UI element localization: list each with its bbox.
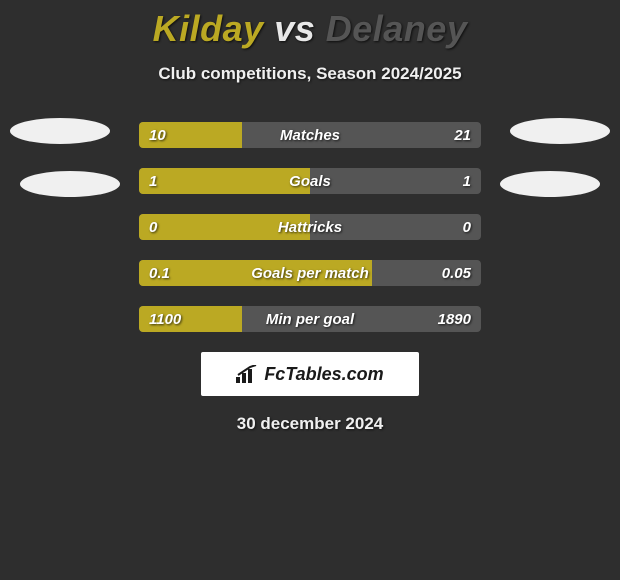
- comparison-chart: 10 Matches 21 1 Goals 1 0 Hattricks 0 0.…: [0, 122, 620, 332]
- title-player1: Kilday: [153, 8, 264, 49]
- chart-icon: [236, 365, 258, 383]
- stat-left-value: 10: [149, 122, 166, 148]
- stat-label: Goals: [289, 168, 331, 194]
- stat-left-value: 1100: [149, 306, 181, 332]
- stat-label: Matches: [280, 122, 340, 148]
- stat-right-value: 0: [463, 214, 471, 240]
- stat-row: 0.1 Goals per match 0.05: [139, 260, 481, 286]
- stat-right-value: 1890: [438, 306, 471, 332]
- subtitle: Club competitions, Season 2024/2025: [0, 64, 620, 84]
- stat-label: Min per goal: [266, 306, 354, 332]
- page-title: Kilday vs Delaney: [0, 0, 620, 50]
- title-player2: Delaney: [326, 8, 468, 49]
- stat-right-value: 1: [463, 168, 471, 194]
- stat-left-value: 0: [149, 214, 157, 240]
- stat-left-value: 1: [149, 168, 157, 194]
- player2-avatar-1: [510, 118, 610, 144]
- stat-row: 0 Hattricks 0: [139, 214, 481, 240]
- source-logo: FcTables.com: [201, 352, 419, 396]
- stat-right-value: 21: [454, 122, 471, 148]
- stat-row: 1100 Min per goal 1890: [139, 306, 481, 332]
- stat-left-value: 0.1: [149, 260, 170, 286]
- player1-avatar-1: [10, 118, 110, 144]
- player1-avatar-2: [20, 171, 120, 197]
- stat-right-value: 0.05: [442, 260, 471, 286]
- stat-label: Goals per match: [251, 260, 369, 286]
- stat-fill: [139, 168, 310, 194]
- stat-row: 10 Matches 21: [139, 122, 481, 148]
- stat-label: Hattricks: [278, 214, 342, 240]
- title-vs: vs: [274, 8, 315, 49]
- snapshot-date: 30 december 2024: [0, 414, 620, 434]
- stat-row: 1 Goals 1: [139, 168, 481, 194]
- logo-text: FcTables.com: [264, 364, 383, 385]
- player2-avatar-2: [500, 171, 600, 197]
